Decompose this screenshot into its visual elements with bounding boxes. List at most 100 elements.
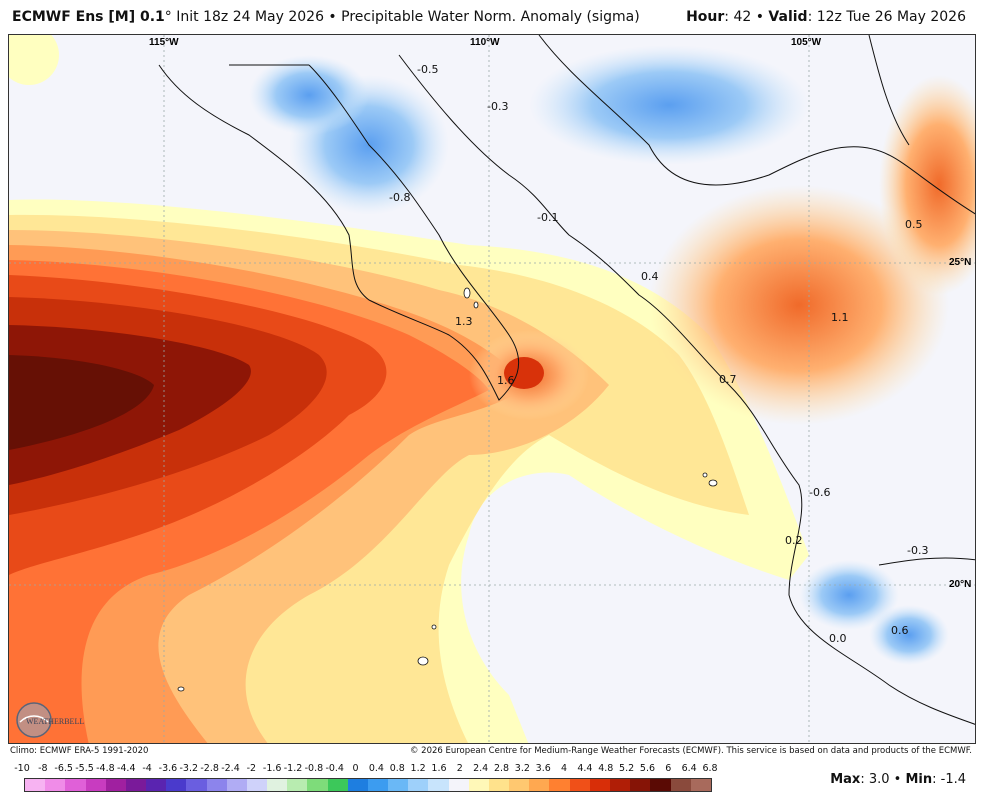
legend-tick-label: -0.4 bbox=[325, 763, 344, 774]
legend-tick-label: -6.5 bbox=[54, 763, 73, 774]
anomaly-map[interactable]: 115°W 110°W 105°W 25°N 20°N -0.5 -0.3 -0… bbox=[8, 34, 976, 744]
contour-label: 0.4 bbox=[641, 270, 659, 283]
max-label: Max bbox=[830, 772, 861, 787]
model-name: ECMWF Ens [M] 0.1 bbox=[12, 9, 165, 25]
legend-swatch bbox=[226, 779, 247, 791]
negative-anomaly-northeast bbox=[529, 45, 809, 165]
legend-swatch bbox=[549, 779, 570, 791]
legend-tick-label: 3.6 bbox=[535, 763, 551, 774]
valid-time: Hour: 42 • Valid: 12z Tue 26 May 2026 bbox=[686, 9, 966, 25]
degree-symbol: ° bbox=[164, 9, 172, 25]
legend-swatch bbox=[670, 779, 691, 791]
contour-label: 1.3 bbox=[455, 315, 473, 328]
legend-swatch bbox=[267, 779, 288, 791]
map-title: ECMWF Ens [M] 0.1° Init 18z 24 May 2026 … bbox=[12, 9, 640, 25]
inland-anomaly-region bbox=[649, 185, 949, 425]
legend-tick-label: 0 bbox=[352, 763, 359, 774]
legend-tick-label: 6 bbox=[665, 763, 672, 774]
legend-tick-label: 4.8 bbox=[598, 763, 614, 774]
hour-value: : 42 • bbox=[724, 9, 769, 25]
lat-label-25n: 25°N bbox=[949, 257, 971, 268]
anomaly-band-3.6 bbox=[9, 355, 154, 450]
contour-label: 0.6 bbox=[891, 624, 909, 637]
legend-tick-label: -0.8 bbox=[304, 763, 324, 774]
legend-tick-label: -4 bbox=[142, 763, 152, 774]
logo-text: WEATHERBELL bbox=[26, 717, 84, 726]
legend-tick-label: -1.6 bbox=[262, 763, 282, 774]
legend-swatch bbox=[146, 779, 167, 791]
contour-labels: -0.5 -0.3 -0.8 -0.1 0.4 1.3 1.6 0.7 1.1 … bbox=[389, 63, 928, 645]
contour-label: 0.7 bbox=[719, 373, 737, 386]
contour-label: -0.5 bbox=[417, 63, 438, 76]
legend-tick-label: 6.4 bbox=[681, 763, 697, 774]
legend-swatch bbox=[367, 779, 389, 791]
legend-swatch bbox=[65, 779, 86, 791]
legend-swatch bbox=[45, 779, 66, 791]
legend-tick-label: -1.2 bbox=[283, 763, 303, 774]
color-legend: -10 -8 -6.5 -5.5 -4.8 -4.4 -4 -3.6 -3.2 -2.8 -2.4-… bbox=[12, 763, 718, 803]
legend-tick-label: 5.6 bbox=[639, 763, 656, 774]
map-canvas: 115°W 110°W 105°W 25°N 20°N -0.5 -0.3 -0… bbox=[9, 35, 975, 743]
coastlines bbox=[158, 35, 975, 725]
lon-label-105w: 105°W bbox=[791, 37, 822, 48]
contour-label: 1.6 bbox=[497, 374, 515, 387]
weatherbell-logo: WEATHERBELL bbox=[16, 702, 84, 738]
legend-tick-label: 3.2 bbox=[514, 763, 530, 774]
legend-swatch bbox=[650, 779, 671, 791]
contour-label: -0.6 bbox=[809, 486, 830, 499]
contour-label: 0.5 bbox=[905, 218, 923, 231]
legend-tick-label: -8 bbox=[38, 763, 48, 774]
legend-swatch bbox=[609, 779, 631, 791]
init-and-field: Init 18z 24 May 2026 • Precipitable Wate… bbox=[171, 9, 640, 25]
legend-swatch bbox=[529, 779, 550, 791]
lon-label-110w: 110°W bbox=[470, 37, 500, 48]
legend-swatch bbox=[327, 779, 348, 791]
negative-anomaly-southeast bbox=[869, 605, 949, 665]
copyright-note: © 2026 European Centre for Medium-Range … bbox=[409, 746, 972, 756]
header: ECMWF Ens [M] 0.1° Init 18z 24 May 2026 … bbox=[0, 0, 984, 34]
legend-swatch bbox=[347, 779, 368, 791]
anomaly-corner-nw bbox=[9, 35, 59, 85]
inland-anomaly-east bbox=[879, 75, 975, 295]
contour-label: 0.0 bbox=[829, 632, 847, 645]
legend-tick-label: 2.4 bbox=[473, 763, 489, 774]
islands bbox=[177, 287, 718, 692]
min-label: Min bbox=[905, 772, 933, 787]
max-min-summary: Max: 3.0 • Min: -1.4 bbox=[830, 772, 966, 787]
legend-tick-label: -5.5 bbox=[75, 763, 94, 774]
legend-swatch bbox=[307, 779, 328, 791]
climo-note: Climo: ECMWF ERA-5 1991-2020 bbox=[10, 746, 149, 756]
legend-tick-label: 6.8 bbox=[702, 763, 718, 774]
legend-swatch bbox=[166, 779, 187, 791]
legend-swatch bbox=[468, 779, 489, 791]
contour-label: -0.1 bbox=[537, 211, 558, 224]
contour-label: -0.3 bbox=[907, 544, 928, 557]
lat-label-20n: 20°N bbox=[949, 579, 971, 590]
legend-tick-label: 0.4 bbox=[368, 763, 384, 774]
legend-swatch bbox=[589, 779, 610, 791]
valid-value: : 12z Tue 26 May 2026 bbox=[807, 9, 966, 25]
legend-tick-label: -2.4 bbox=[221, 763, 240, 774]
legend-swatch bbox=[408, 779, 429, 791]
legend-swatch bbox=[509, 779, 530, 791]
valid-label: Valid bbox=[768, 9, 808, 25]
legend-swatch bbox=[569, 779, 590, 791]
legend-tick-label: -10 bbox=[14, 763, 30, 774]
contour-label: -0.8 bbox=[389, 191, 410, 204]
contour-label: 1.1 bbox=[831, 311, 849, 324]
legend-swatch bbox=[206, 779, 227, 791]
legend-tick-label: 1.6 bbox=[431, 763, 447, 774]
negative-anomaly-north bbox=[249, 55, 369, 135]
contour-label: 0.2 bbox=[785, 534, 803, 547]
legend-tick-label: -4.4 bbox=[116, 763, 136, 774]
legend-tick-label: -2 bbox=[246, 763, 257, 774]
legend-tick-label: 4.4 bbox=[577, 763, 593, 774]
legend-swatch bbox=[428, 779, 449, 791]
legend-tick-label: 4 bbox=[561, 763, 568, 774]
legend-swatch bbox=[125, 779, 147, 791]
legend-tick-label: 0.8 bbox=[389, 763, 405, 774]
legend-swatch bbox=[630, 779, 651, 791]
graticule bbox=[9, 35, 975, 743]
legend-tick-label: -4.8 bbox=[96, 763, 115, 774]
legend-tick-label: 1.2 bbox=[410, 763, 426, 774]
